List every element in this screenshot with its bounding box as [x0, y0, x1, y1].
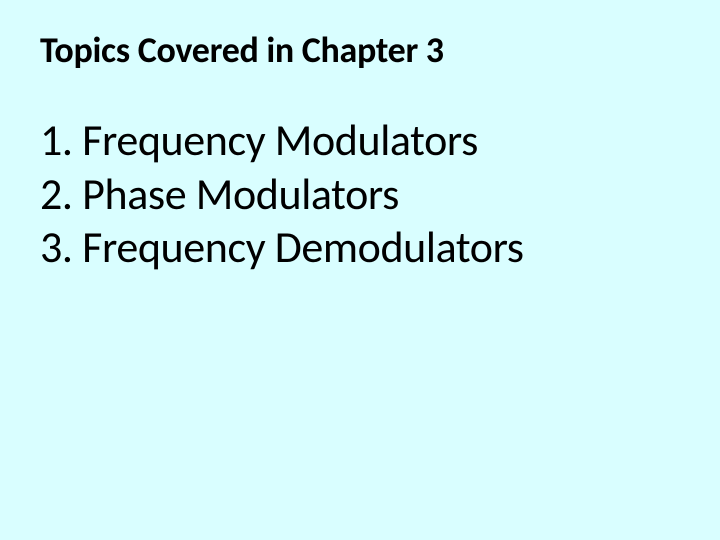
list-number: 1. — [40, 113, 73, 167]
page-title: Topics Covered in Chapter 3 — [40, 28, 680, 72]
list-number: 2. — [40, 167, 73, 221]
list-label: Frequency Demodulators — [82, 220, 523, 274]
list-item: 2. Phase Modulators — [40, 168, 680, 222]
list-label: Phase Modulators — [82, 167, 399, 221]
list-number: 3. — [40, 220, 73, 274]
topic-list: 1. Frequency Modulators 2. Phase Modulat… — [40, 114, 680, 275]
list-item: 3. Frequency Demodulators — [40, 221, 680, 275]
list-label: Frequency Modulators — [82, 113, 478, 167]
list-item: 1. Frequency Modulators — [40, 114, 680, 168]
